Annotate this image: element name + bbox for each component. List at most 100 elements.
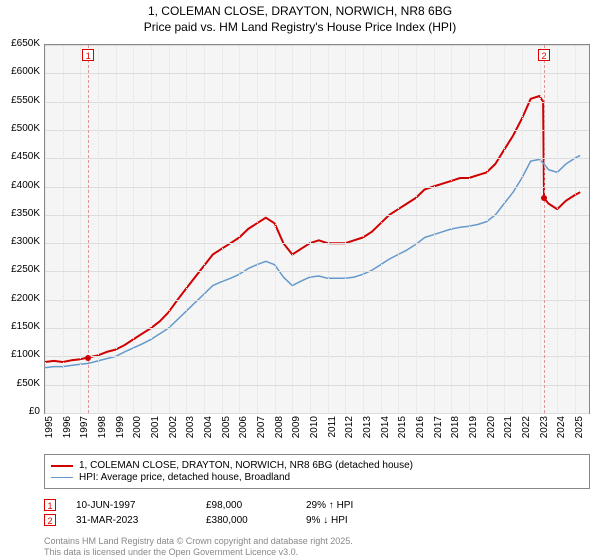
gridline-v [275, 45, 276, 413]
event-row-1: 1 10-JUN-1997 £98,000 29% ↑ HPI [44, 499, 590, 511]
x-tick-label: 2013 [362, 416, 373, 446]
gridline-h [45, 45, 589, 46]
x-tick-label: 2009 [291, 416, 302, 446]
gridline-v [540, 45, 541, 413]
marker-box-1: 1 [82, 49, 94, 61]
gridline-v [169, 45, 170, 413]
x-tick-label: 2014 [380, 416, 391, 446]
x-tick-label: 1999 [115, 416, 126, 446]
y-tick-label: £400K [0, 180, 40, 191]
chart-lines [45, 45, 589, 413]
chart-container: 1, COLEMAN CLOSE, DRAYTON, NORWICH, NR8 … [0, 0, 600, 560]
gridline-v [363, 45, 364, 413]
gridline-v [487, 45, 488, 413]
event-price-2: £380,000 [206, 515, 306, 526]
legend-row-hpi: HPI: Average price, detached house, Broa… [51, 472, 583, 483]
gridline-h [45, 187, 589, 188]
y-tick-label: £450K [0, 151, 40, 162]
gridline-h [45, 243, 589, 244]
x-tick-label: 1998 [97, 416, 108, 446]
event-delta-2: 9% ↓ HPI [306, 515, 348, 526]
footer: Contains HM Land Registry data © Crown c… [44, 536, 353, 558]
x-tick-label: 2003 [185, 416, 196, 446]
footer-line2: This data is licensed under the Open Gov… [44, 547, 298, 557]
gridline-v [381, 45, 382, 413]
gridline-v [63, 45, 64, 413]
chart-title: 1, COLEMAN CLOSE, DRAYTON, NORWICH, NR8 … [0, 0, 600, 35]
legend-label-hpi: HPI: Average price, detached house, Broa… [79, 472, 290, 483]
gridline-h [45, 215, 589, 216]
gridline-v [522, 45, 523, 413]
event-delta-1: 29% ↑ HPI [306, 500, 353, 511]
plot-area: 12 [44, 44, 590, 414]
x-tick-label: 2010 [309, 416, 320, 446]
y-tick-label: £650K [0, 38, 40, 49]
gridline-v [310, 45, 311, 413]
event-date-1: 10-JUN-1997 [76, 500, 206, 511]
y-tick-label: £500K [0, 123, 40, 134]
x-tick-label: 2019 [468, 416, 479, 446]
x-tick-label: 2017 [433, 416, 444, 446]
y-tick-label: £300K [0, 236, 40, 247]
x-tick-label: 1997 [79, 416, 90, 446]
y-tick-label: £150K [0, 321, 40, 332]
x-tick-label: 2015 [397, 416, 408, 446]
event-row-2: 2 31-MAR-2023 £380,000 9% ↓ HPI [44, 514, 590, 526]
events-list: 1 10-JUN-1997 £98,000 29% ↑ HPI 2 31-MAR… [44, 496, 590, 529]
x-tick-label: 2012 [344, 416, 355, 446]
gridline-v [451, 45, 452, 413]
gridline-h [45, 300, 589, 301]
x-tick-label: 2024 [556, 416, 567, 446]
title-line2: Price paid vs. HM Land Registry's House … [144, 20, 456, 34]
gridline-v [204, 45, 205, 413]
gridline-v [398, 45, 399, 413]
y-tick-label: £100K [0, 349, 40, 360]
x-tick-label: 2006 [238, 416, 249, 446]
x-tick-label: 2002 [168, 416, 179, 446]
legend-row-subject: 1, COLEMAN CLOSE, DRAYTON, NORWICH, NR8 … [51, 460, 583, 471]
gridline-v [292, 45, 293, 413]
gridline-h [45, 413, 589, 414]
event-marker-2: 2 [44, 514, 56, 526]
gridline-v [557, 45, 558, 413]
x-tick-label: 2005 [221, 416, 232, 446]
legend: 1, COLEMAN CLOSE, DRAYTON, NORWICH, NR8 … [44, 454, 590, 489]
footer-line1: Contains HM Land Registry data © Crown c… [44, 536, 353, 546]
data-point-1 [85, 355, 91, 361]
event-date-2: 31-MAR-2023 [76, 515, 206, 526]
legend-swatch-subject [51, 465, 73, 467]
gridline-v [151, 45, 152, 413]
marker-box-2: 2 [538, 49, 550, 61]
event-marker-1: 1 [44, 499, 56, 511]
x-tick-label: 2018 [450, 416, 461, 446]
y-tick-label: £200K [0, 293, 40, 304]
x-tick-label: 2001 [150, 416, 161, 446]
y-tick-label: £0 [0, 406, 40, 417]
x-tick-label: 2000 [132, 416, 143, 446]
y-tick-label: £250K [0, 264, 40, 275]
gridline-h [45, 158, 589, 159]
gridline-h [45, 130, 589, 131]
title-line1: 1, COLEMAN CLOSE, DRAYTON, NORWICH, NR8 … [148, 4, 452, 18]
gridline-v [45, 45, 46, 413]
gridline-h [45, 102, 589, 103]
x-tick-label: 2016 [415, 416, 426, 446]
x-tick-label: 2020 [486, 416, 497, 446]
gridline-h [45, 271, 589, 272]
legend-swatch-hpi [51, 477, 73, 478]
gridline-v [504, 45, 505, 413]
x-tick-label: 2021 [503, 416, 514, 446]
gridline-h [45, 328, 589, 329]
series-subject [45, 96, 580, 362]
gridline-h [45, 73, 589, 74]
legend-label-subject: 1, COLEMAN CLOSE, DRAYTON, NORWICH, NR8 … [79, 460, 413, 471]
gridline-v [434, 45, 435, 413]
gridline-v [416, 45, 417, 413]
x-tick-label: 2004 [203, 416, 214, 446]
gridline-v [186, 45, 187, 413]
gridline-v [575, 45, 576, 413]
x-tick-label: 2008 [274, 416, 285, 446]
gridline-v [80, 45, 81, 413]
gridline-v [133, 45, 134, 413]
gridline-v [239, 45, 240, 413]
